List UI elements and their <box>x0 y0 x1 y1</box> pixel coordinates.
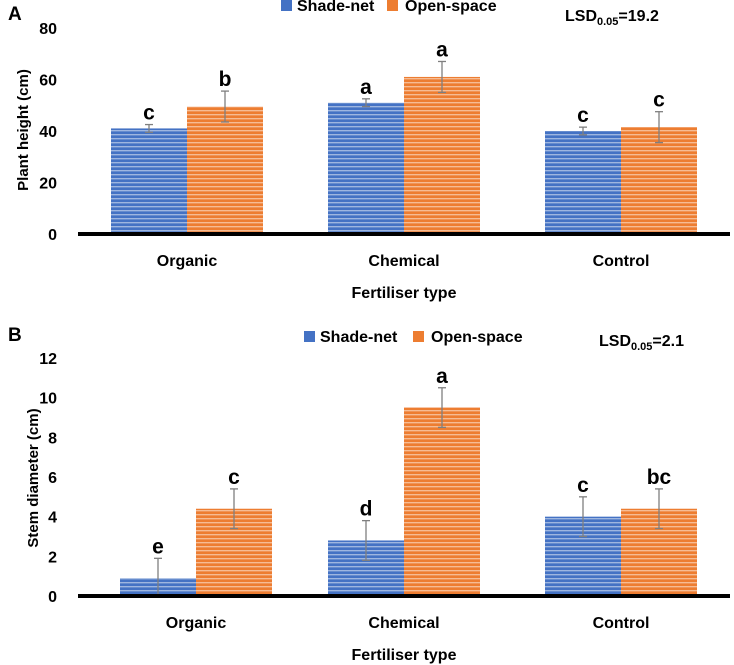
significance-letter: e <box>152 535 164 558</box>
y-tick-label: 10 <box>39 391 57 408</box>
lsd-annotation: LSD0.05=2.1 <box>599 333 684 353</box>
significance-letter: bc <box>647 466 672 489</box>
legend-swatch-shade-net <box>304 331 315 342</box>
chart-plant-height: A 0 20 40 60 80 Plant height (cm) c b Organic a a Ch… <box>8 0 730 302</box>
lsd-subscript: 0.05 <box>631 341 652 353</box>
category-label: Control <box>593 615 650 632</box>
panel-label: B <box>8 325 22 346</box>
y-axis-title: Stem diameter (cm) <box>25 408 42 547</box>
y-tick-label: 12 <box>39 351 57 368</box>
significance-letter: d <box>360 498 373 521</box>
category-label: Organic <box>157 253 218 270</box>
significance-letter: c <box>577 474 589 497</box>
y-tick-label: 20 <box>39 176 57 193</box>
y-tick-label: 0 <box>48 589 57 606</box>
panel-label: A <box>8 4 22 25</box>
bar-open-space <box>187 106 263 234</box>
lsd-value: =19.2 <box>618 8 659 25</box>
significance-letter: c <box>228 466 240 489</box>
y-tick-label: 60 <box>39 73 57 90</box>
significance-letter: a <box>436 38 448 61</box>
y-tick-label: 80 <box>39 21 57 38</box>
legend-swatch-open-space <box>413 331 424 342</box>
x-axis-title: Fertiliser type <box>352 285 457 302</box>
category-label: Organic <box>166 615 227 632</box>
chart-stem-diameter: B 0 2 4 6 8 10 12 Stem diameter (cm) e c Organic d a C… <box>8 325 730 664</box>
x-axis-title: Fertiliser type <box>352 647 457 664</box>
bar-open-space <box>404 407 480 596</box>
lsd-value: =2.1 <box>652 333 684 350</box>
legend-swatch-shade-net <box>281 0 292 11</box>
y-tick-label: 2 <box>48 549 57 566</box>
lsd-main: LSD <box>565 8 597 25</box>
y-axis-title: Plant height (cm) <box>15 69 32 191</box>
legend-swatch-open-space <box>387 0 398 11</box>
significance-letter: a <box>436 365 448 388</box>
y-tick-label: 40 <box>39 124 57 141</box>
significance-letter: c <box>577 104 589 127</box>
y-tick-label: 8 <box>48 430 57 447</box>
category-label: Chemical <box>368 253 439 270</box>
bar-shade-net <box>328 102 404 234</box>
significance-letter: c <box>143 102 155 125</box>
significance-letter: a <box>360 76 372 99</box>
y-tick-label: 6 <box>48 470 57 487</box>
y-tick-label: 4 <box>48 510 57 527</box>
bar-shade-net <box>545 131 621 234</box>
legend-label: Open-space <box>405 0 497 15</box>
significance-letter: b <box>219 68 232 91</box>
lsd-main: LSD <box>599 333 631 350</box>
legend-label: Shade-net <box>297 0 375 15</box>
lsd-annotation: LSD0.05=19.2 <box>565 8 659 28</box>
lsd-subscript: 0.05 <box>597 16 618 28</box>
bar-open-space <box>404 76 480 234</box>
category-label: Control <box>593 253 650 270</box>
legend-label: Open-space <box>431 329 523 346</box>
y-tick-label: 0 <box>48 227 57 244</box>
legend-label: Shade-net <box>320 329 398 346</box>
bar-open-space <box>621 127 697 234</box>
bar-shade-net <box>111 128 187 234</box>
category-label: Chemical <box>368 615 439 632</box>
significance-letter: c <box>653 89 665 112</box>
